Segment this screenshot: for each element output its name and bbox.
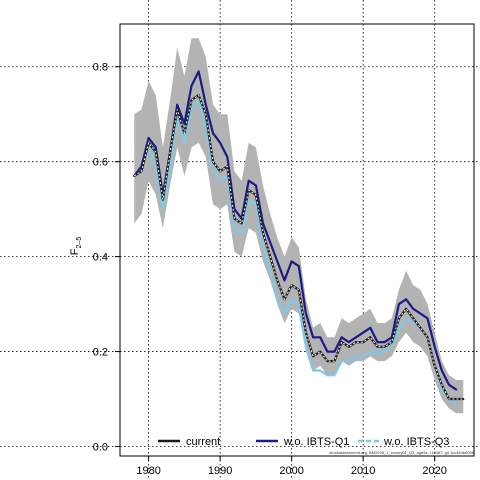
legend-label-q1: w.o. IBTS-Q1 — [283, 436, 349, 448]
y-axis-label: F2–5 — [69, 237, 83, 256]
x-tick-label: 2000 — [279, 465, 303, 477]
y-tick-label: 0.2 — [93, 347, 108, 359]
series-line-current-overlay — [134, 94, 464, 400]
y-tick-label: 0.4 — [93, 252, 108, 264]
legend-label-current: current — [186, 436, 220, 448]
y-axis: 0.0 0.2 0.4 0.6 0.8 — [93, 62, 120, 454]
y-tick-label: 0.8 — [93, 62, 108, 74]
x-tick-label: 1990 — [208, 465, 232, 477]
y-axis-title: F2–5 — [69, 237, 83, 256]
x-tick-label: 1980 — [136, 465, 160, 477]
legend: current w.o. IBTS-Q1 w.o. IBTS-Q3 — [158, 436, 449, 448]
series-lines — [133, 70, 465, 405]
x-axis: 1980 1990 2000 2010 2020 — [136, 456, 447, 477]
confidence-band-area — [134, 38, 464, 414]
confidence-band — [134, 38, 464, 414]
x-tick-label: 2010 — [351, 465, 375, 477]
legend-label-q3: w.o. IBTS-Q3 — [383, 436, 449, 448]
plot-frame — [119, 23, 475, 457]
y-tick-label: 0.6 — [93, 157, 108, 169]
series-line-w-o-ibts-q3 — [133, 98, 458, 405]
series-line-w-o-ibts-q1 — [133, 70, 458, 391]
y-tick-label: 0.0 — [93, 442, 108, 454]
x-tick-label: 2020 — [422, 465, 446, 477]
footnote: stockassessment.org, BM2026_1_survey01_Q… — [329, 450, 475, 455]
